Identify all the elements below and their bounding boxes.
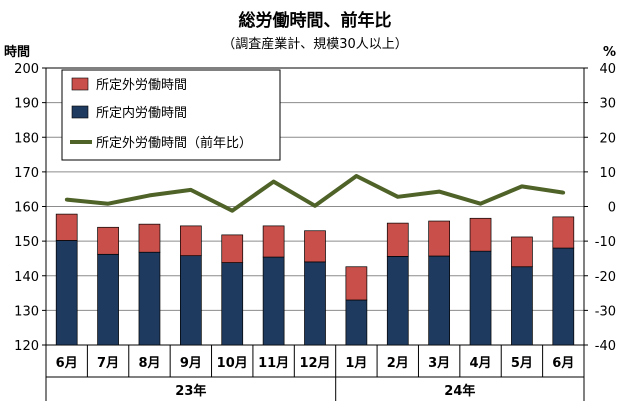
left-tick-label-2: 140 [14, 270, 39, 285]
x-axis: 6月 7月 8月 9月 10月 11月 12月 1月 2月 3月 4月 5月 6月 23年 24年 [45, 345, 585, 401]
x-tick-label-4: 10月 [217, 356, 248, 371]
left-tick-label-6: 180 [14, 131, 39, 146]
chart-title: 総労働時間、前年比 [239, 10, 392, 31]
bar-overtime-8 [386, 222, 409, 257]
chart-subtitle: （調査産業計、規模30人以上） [222, 36, 408, 52]
x-tick-label-9: 3月 [428, 356, 450, 371]
x-tick-label-7: 1月 [345, 356, 367, 371]
left-tick-label-4: 160 [14, 201, 39, 216]
right-tick-label-0: -40 [595, 339, 616, 354]
left-tick-label-5: 170 [14, 166, 39, 181]
bar-scheduled-7 [345, 299, 368, 346]
yoy-point-5 [271, 179, 276, 184]
right-tick-label-4: 0 [608, 201, 616, 216]
legend-box [61, 69, 281, 161]
x-tick-label-6: 12月 [299, 356, 330, 371]
yoy-point-9 [437, 189, 441, 194]
left-axis-ticks: 120 130 140 150 160 170 180 190 200 [14, 62, 46, 354]
legend-swatch-overtime [71, 77, 89, 91]
yoy-point-6 [313, 204, 317, 208]
left-axis-label: 時間 [4, 44, 30, 60]
left-tick-label-3: 150 [14, 235, 39, 250]
x-tick-label-5: 11月 [258, 356, 289, 371]
bar-scheduled-0 [55, 240, 78, 346]
yoy-point-2 [147, 193, 152, 198]
bar-overtime-10 [469, 217, 492, 252]
legend-label-overtime: 所定外労働時間 [96, 78, 187, 93]
left-tick-label-8: 200 [14, 62, 39, 77]
x-tick-label-8: 2月 [387, 356, 409, 371]
right-tick-label-6: 20 [599, 131, 616, 146]
bar-overtime-11 [511, 236, 533, 268]
right-tick-label-1: -30 [595, 304, 616, 319]
bar-scheduled-2 [138, 251, 161, 346]
bar-scheduled-12 [552, 247, 575, 346]
x-tick-label-0: 6月 [56, 356, 78, 371]
bar-overtime-2 [138, 223, 161, 253]
legend-swatch-scheduled [71, 105, 89, 119]
legend-label-yoy: 所定外労働時間（前年比） [96, 135, 252, 151]
year-label-0: 23年 [175, 383, 206, 399]
bar-overtime-4 [221, 234, 244, 263]
bar-scheduled-6 [304, 261, 326, 346]
right-tick-label-7: 30 [599, 97, 616, 112]
x-tick-label-12: 6月 [552, 356, 574, 371]
left-tick-label-0: 120 [14, 339, 39, 354]
yoy-point-3 [189, 188, 193, 192]
bar-scheduled-3 [179, 255, 202, 346]
yoy-point-1 [106, 201, 110, 206]
right-tick-label-8: 40 [599, 62, 616, 77]
bar-scheduled-11 [511, 266, 533, 346]
yoy-point-0 [64, 197, 69, 202]
yoy-point-12 [561, 190, 566, 195]
bar-overtime-0 [55, 213, 78, 241]
legend: 所定外労働時間 所定内労働時間 所定外労働時間（前年比） [61, 69, 281, 161]
yoy-line [64, 174, 566, 213]
bar-overtime-5 [262, 225, 285, 258]
bar-overtime-12 [552, 216, 575, 249]
bar-scheduled-8 [386, 256, 409, 346]
legend-label-scheduled: 所定内労働時間 [96, 105, 187, 121]
bar-scheduled-9 [428, 255, 451, 346]
bar-scheduled-1 [97, 253, 119, 346]
bar-overtime-7 [345, 266, 368, 301]
yoy-point-4 [230, 208, 235, 213]
yoy-point-10 [478, 201, 483, 206]
bar-scheduled-5 [262, 256, 285, 346]
right-axis-label: % [603, 45, 616, 60]
x-tick-label-11: 5月 [511, 356, 533, 371]
left-tick-label-1: 130 [14, 304, 39, 319]
right-tick-label-5: 10 [599, 166, 616, 181]
bar-overtime-3 [179, 225, 202, 257]
left-tick-label-7: 190 [14, 97, 39, 112]
bar-scheduled-10 [469, 250, 492, 346]
right-tick-label-2: -20 [595, 270, 616, 285]
yoy-point-11 [520, 184, 524, 189]
yoy-point-8 [395, 195, 400, 199]
yoy-point-7 [354, 174, 359, 178]
right-axis-ticks: -40 -30 -20 -10 0 10 20 30 40 [584, 62, 616, 354]
bar-overtime-1 [97, 226, 119, 255]
x-tick-label-2: 8月 [138, 356, 160, 371]
bar-overtime-9 [428, 220, 451, 257]
bars [55, 213, 575, 346]
bar-scheduled-4 [221, 262, 244, 346]
year-label-1: 24年 [444, 383, 475, 399]
x-tick-label-10: 4月 [470, 356, 492, 371]
right-tick-label-3: -10 [595, 235, 616, 250]
bar-overtime-6 [304, 230, 326, 263]
x-tick-label-1: 7月 [97, 356, 119, 371]
x-tick-label-3: 9月 [180, 356, 202, 371]
